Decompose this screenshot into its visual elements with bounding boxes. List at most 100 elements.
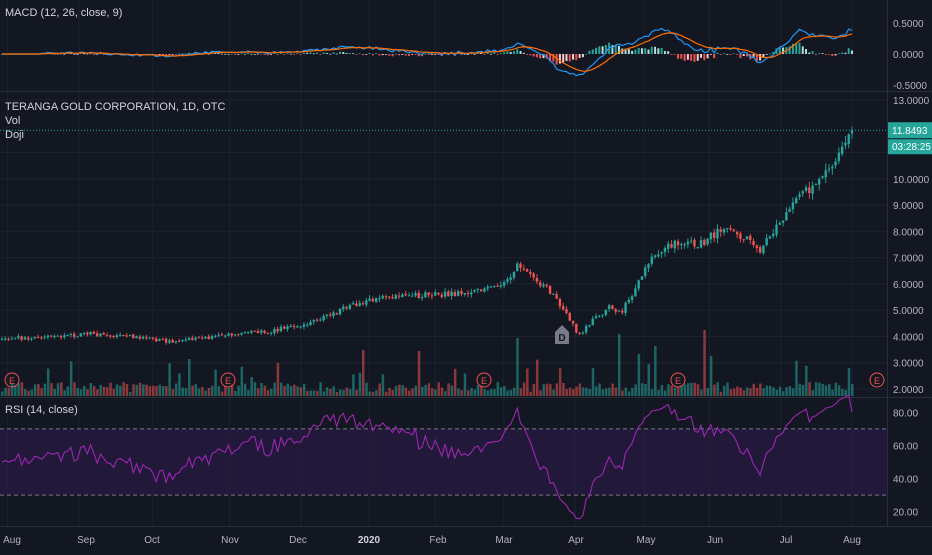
volume-bar	[27, 390, 30, 396]
macd-legend[interactable]: MACD (12, 26, close, 9)	[5, 7, 123, 19]
macd-histogram-bar	[89, 53, 92, 55]
volume-bar	[197, 388, 201, 396]
volume-bar	[286, 383, 290, 396]
volume-bar	[677, 386, 680, 396]
candle-body	[499, 285, 503, 287]
volume-bar	[762, 388, 765, 396]
macd-histogram-bar	[512, 51, 515, 54]
volume-bar	[201, 386, 204, 396]
volume-bar	[457, 388, 460, 396]
macd-histogram-bar	[683, 54, 686, 61]
macd-histogram-bar	[693, 54, 696, 62]
volume-bar	[844, 389, 847, 396]
volume-bar	[73, 382, 76, 396]
volume-bar	[145, 384, 148, 396]
volume-bar	[791, 388, 795, 396]
macd-histogram-bar	[60, 53, 63, 55]
doji-legend[interactable]: Doji	[5, 129, 24, 141]
candle-body	[539, 282, 542, 286]
rsi-pane[interactable]	[0, 393, 887, 520]
macd-histogram-bar	[841, 52, 844, 54]
candle-body	[440, 294, 443, 298]
macd-histogram-bar	[611, 45, 614, 54]
volume-bar	[260, 382, 263, 396]
time-scale-label: Jul	[780, 535, 793, 546]
macd-histogram-bar	[473, 53, 476, 55]
candle-body	[798, 194, 801, 197]
candle-body	[676, 241, 680, 246]
volume-bar	[184, 387, 188, 396]
macd-histogram-bar	[851, 50, 853, 54]
candle-body	[470, 292, 473, 295]
volume-bar	[20, 382, 24, 396]
macd-histogram-bar	[69, 53, 72, 55]
volume-bar	[453, 368, 457, 396]
volume-bar	[831, 389, 834, 396]
macd-histogram-bar	[768, 53, 771, 55]
volume-bar	[841, 388, 844, 396]
volume-bar	[578, 383, 582, 396]
volume-bar	[138, 382, 142, 396]
macd-histogram-bar	[345, 53, 348, 54]
volume-bar	[99, 384, 102, 396]
volume-bar	[86, 389, 89, 396]
candle-body	[391, 297, 394, 299]
time-scale-label: Mar	[495, 535, 513, 546]
volume-bar	[178, 373, 181, 396]
volume-bar	[217, 386, 221, 396]
candle-body	[355, 303, 358, 307]
volume-bar	[362, 350, 365, 396]
price-scale[interactable]: 0.5000 0.0000 -0.5000 13.0000 10.0000 9.0000 8…	[888, 19, 932, 519]
volume-bar	[335, 391, 339, 396]
volume-bar	[467, 390, 470, 396]
candle-body	[315, 319, 319, 321]
candle-body	[328, 314, 332, 316]
price-pane[interactable]: E E E E E D	[0, 126, 887, 396]
candle-body	[171, 339, 174, 343]
price-scale-tick: 8.0000	[893, 227, 924, 238]
rsi-legend[interactable]: RSI (14, close)	[5, 404, 78, 416]
macd-histogram-bar	[506, 51, 509, 54]
candle-body	[33, 336, 37, 339]
macd-histogram-bar	[227, 53, 230, 55]
macd-histogram-bar	[535, 54, 538, 58]
candle-body	[109, 335, 112, 337]
macd-histogram-bar	[184, 53, 187, 55]
macd-histogram-bar	[368, 53, 371, 54]
vol-legend[interactable]: Vol	[5, 115, 21, 127]
volume-bar	[565, 389, 568, 396]
macd-histogram-bar	[565, 54, 568, 61]
macd-histogram-bar	[686, 54, 689, 60]
candle-body	[36, 337, 40, 339]
volume-bar	[709, 356, 713, 396]
time-scale[interactable]: Aug Sep Oct Nov Dec 2020 Feb Mar Apr May Jun Jul Aug	[3, 535, 861, 546]
volume-bar	[316, 390, 319, 396]
macd-histogram-bar	[831, 54, 834, 57]
volume-bar	[174, 383, 178, 396]
macd-histogram-bar	[342, 52, 345, 54]
macd-histogram-bar	[276, 54, 279, 55]
macd-histogram-bar	[260, 53, 263, 55]
volume-bar	[122, 382, 125, 396]
candle-body	[772, 233, 775, 237]
macd-histogram-bar	[690, 54, 693, 61]
candle-body	[283, 326, 286, 329]
candle-body	[739, 233, 742, 240]
volume-bar	[713, 384, 716, 396]
macd-histogram-bar	[266, 54, 269, 56]
candle-body	[463, 292, 466, 295]
candle-body	[178, 340, 181, 342]
volume-bar	[329, 388, 332, 396]
candle-body	[706, 238, 709, 245]
volume-bar	[79, 389, 83, 396]
macd-pane[interactable]	[1, 27, 853, 77]
volume-bar	[670, 385, 673, 396]
macd-histogram-bar	[388, 54, 391, 56]
macd-histogram-bar	[752, 54, 755, 59]
candle-body	[617, 310, 621, 312]
volume-bar	[234, 390, 237, 396]
candle-body	[368, 298, 371, 301]
candle-body	[844, 142, 847, 146]
